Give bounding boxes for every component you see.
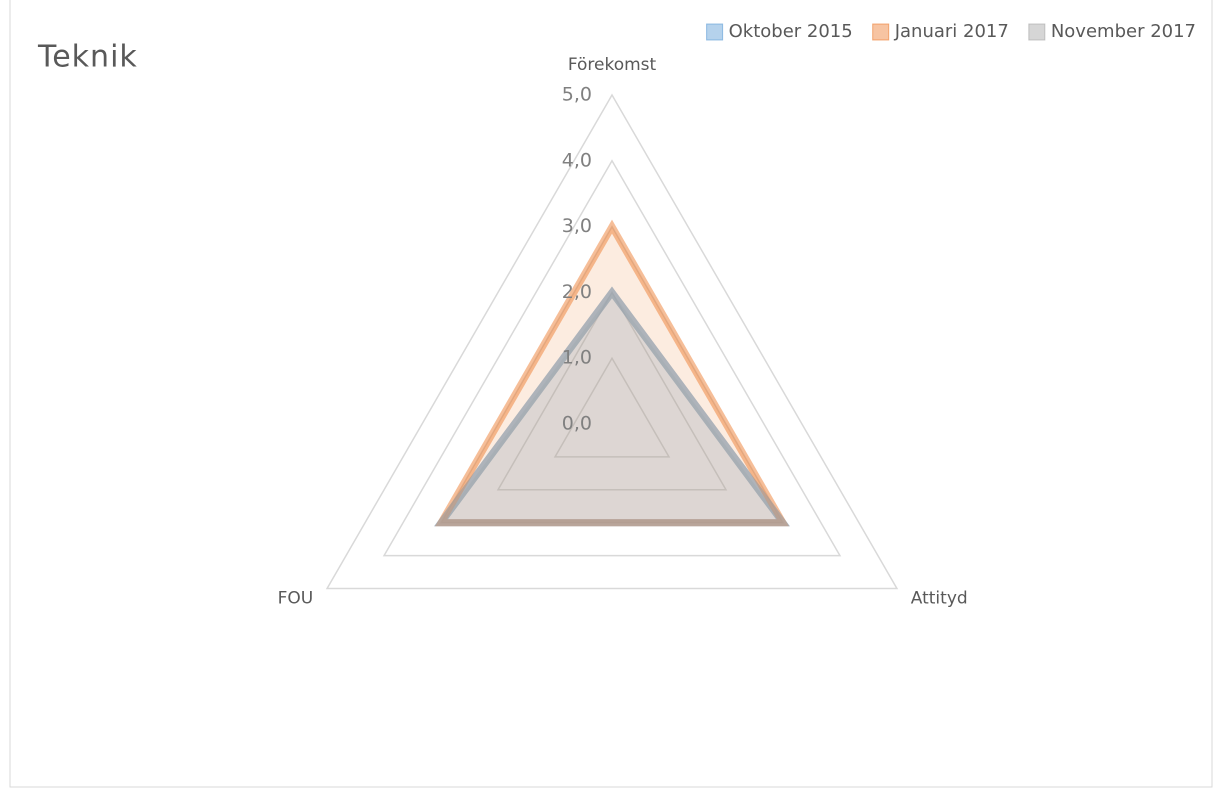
- y-tick-label: 0,0: [562, 413, 592, 435]
- grid-line: [496, 290, 728, 491]
- y-tick-label: 3,0: [562, 215, 592, 237]
- y-tick-label: 5,0: [562, 84, 592, 106]
- grid-line: [382, 159, 842, 557]
- grid-line: [325, 93, 899, 590]
- y-tick-label: 4,0: [562, 149, 592, 171]
- legend-swatch: [706, 23, 724, 41]
- legend-swatch: [872, 23, 890, 41]
- legend-label: November 2017: [1051, 21, 1196, 42]
- chart-frame: [9, 0, 1213, 788]
- legend-label: Oktober 2015: [729, 21, 853, 42]
- grid-line: [553, 356, 671, 458]
- series-area: [434, 286, 790, 527]
- legend: November 2017 Januari 2017 Oktober 2015: [706, 21, 1196, 42]
- y-tick-label: 1,0: [562, 347, 592, 369]
- category-label: FOU: [278, 589, 314, 609]
- category-label: Attityd: [911, 589, 968, 609]
- category-label: Förekomst: [568, 55, 657, 75]
- chart-title: Teknik: [37, 40, 138, 75]
- legend-swatch: [1028, 23, 1046, 41]
- y-tick-label: 2,0: [562, 281, 592, 303]
- legend-label: Januari 2017: [894, 21, 1009, 42]
